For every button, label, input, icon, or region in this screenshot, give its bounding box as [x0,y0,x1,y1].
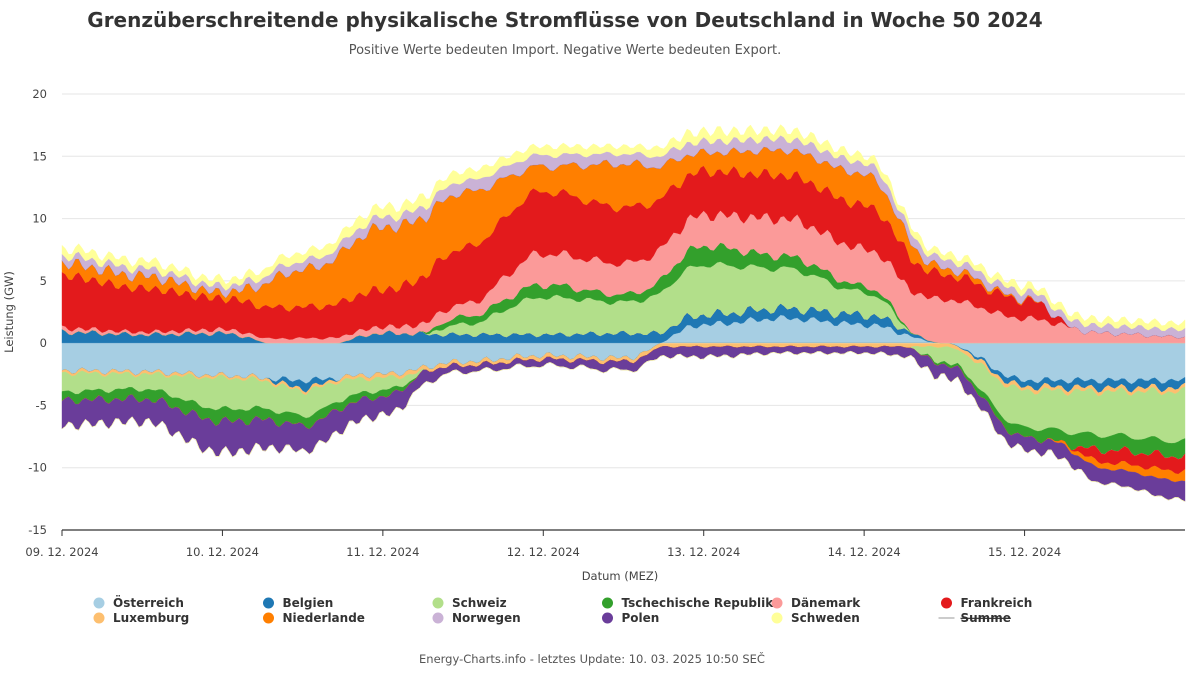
legend-symbol [263,597,274,609]
y-axis-label: Leistung (GW) [2,271,16,353]
legend-label: Tschechische Republik [622,596,775,610]
legend-symbol [602,597,613,609]
legend-label: Dänemark [791,596,861,610]
legend-symbol [771,597,783,609]
series-area-neg-schweden [61,350,1186,502]
legend-item--sterreich[interactable]: Österreich [93,595,184,610]
chart-subtitle: Positive Werte bedeuten Import. Negative… [349,43,782,58]
legend-symbol [432,597,444,609]
x-tick-label: 11. 12. 2024 [346,545,419,559]
legend: Österreich Belgien Schweiz Tschechische Rep… [93,595,1032,625]
legend-label: Belgien [283,596,334,610]
legend-symbol [93,597,105,609]
legend-label: Frankreich [961,596,1033,610]
x-tick-label: 12. 12. 2024 [507,545,580,559]
legend-item-belgien[interactable]: Belgien [263,596,333,610]
y-tick-label: 0 [40,336,47,350]
x-tick-label: 13. 12. 2024 [667,545,740,559]
y-tick-label: 20 [32,87,47,101]
legend-item-polen[interactable]: Polen [602,611,659,625]
legend-label: Niederlande [283,611,365,625]
legend-label: Schweiz [452,596,507,610]
legend-label: Polen [622,611,660,625]
legend-item-summe[interactable]: Summe [938,611,1011,625]
y-tick-label: -5 [36,398,47,412]
y-tick-label: 10 [32,212,47,226]
legend-label: Schweden [791,611,860,625]
legend-label: Luxemburg [113,611,189,625]
legend-item-niederlande[interactable]: Niederlande [263,611,365,625]
legend-item-norwegen[interactable]: Norwegen [432,611,521,625]
x-tick-label: 10. 12. 2024 [186,545,259,559]
legend-item-d-nemark[interactable]: Dänemark [771,596,862,610]
series-area-pos-schweden [61,124,1186,332]
legend-item-schweden[interactable]: Schweden [771,611,860,625]
chart-title: Grenzüberschreitende physikalische Strom… [87,8,1042,32]
legend-symbol [432,612,444,624]
legend-label: Summe [961,611,1011,625]
y-tick-label: -15 [28,523,47,537]
x-axis-label: Datum (MEZ) [582,569,659,583]
legend-label: Österreich [113,595,184,610]
x-axis-ticks: 09. 12. 2024 10. 12. 2024 11. 12. 2024 12. … [25,530,1061,559]
legend-item-schweiz[interactable]: Schweiz [432,596,507,610]
legend-item-frankreich[interactable]: Frankreich [941,596,1032,610]
legend-symbol [771,612,783,624]
x-tick-label: 15. 12. 2024 [988,545,1061,559]
y-tick-label: 15 [32,149,47,163]
legend-label: Norwegen [452,611,521,625]
credits-text[interactable]: Energy-Charts.info - letztes Update: 10.… [419,651,765,666]
legend-symbol [602,612,613,624]
x-tick-label: 14. 12. 2024 [828,545,901,559]
y-tick-label: 5 [40,274,47,288]
y-tick-label: -10 [28,461,47,475]
legend-item-luxemburg[interactable]: Luxemburg [93,611,190,625]
legend-symbol [93,612,105,624]
y-axis-ticks: -15 -10 -5 0 5 10 15 20 [28,87,47,537]
legend-symbol [263,612,274,624]
plot-area [61,124,1186,502]
legend-symbol [941,597,952,609]
legend-item-tschechische-republik[interactable]: Tschechische Republik [602,596,774,610]
x-tick-label: 09. 12. 2024 [25,545,98,559]
